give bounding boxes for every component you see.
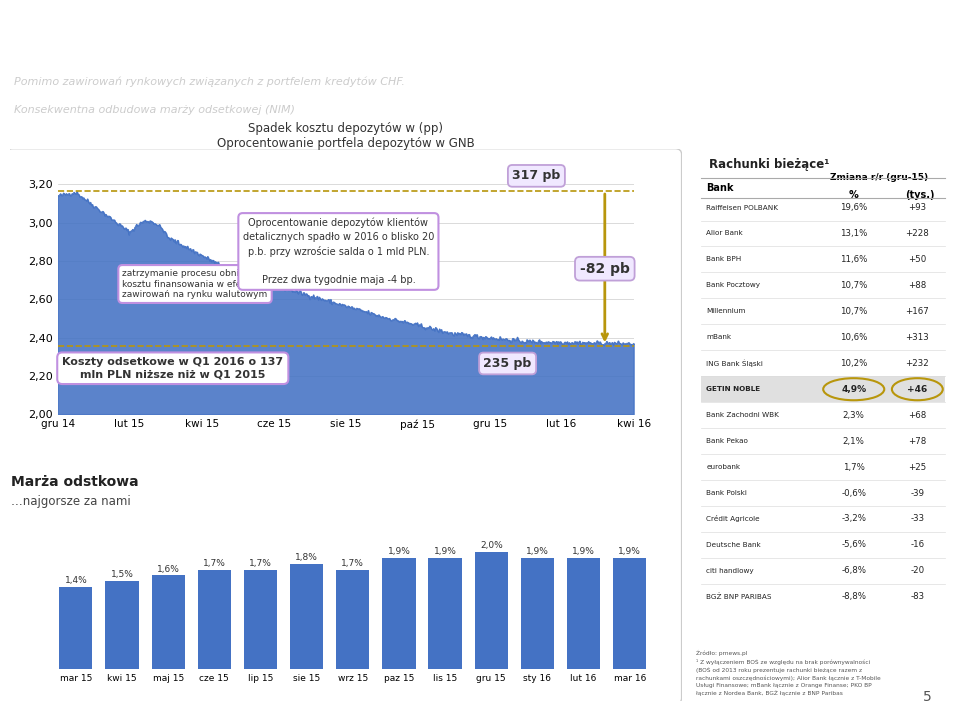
Text: 13,1%: 13,1% [840,229,868,238]
Bar [198,569,231,669]
Text: 1,7%: 1,7% [249,559,272,568]
Bar [428,558,462,669]
Bar [382,558,416,669]
Text: Zmiana r/r (gru-15): Zmiana r/r (gru-15) [830,173,928,181]
Bar [244,569,277,669]
Text: 1,6%: 1,6% [156,564,180,573]
Text: mBank: mBank [707,334,732,341]
Text: +46: +46 [907,384,927,394]
Text: 19,6%: 19,6% [840,203,867,212]
Text: GETIN NOBLE BANK: GETIN NOBLE BANK [14,13,121,23]
Text: +313: +313 [905,333,929,342]
Text: citi handlowy: citi handlowy [707,568,754,574]
Text: -83: -83 [910,593,924,601]
Bar [567,558,600,669]
Text: Rachunki bieżące¹: Rachunki bieżące¹ [708,158,829,171]
Text: 235 pb: 235 pb [484,357,532,370]
Text: 10,7%: 10,7% [840,307,868,316]
Text: 2,0%: 2,0% [480,541,503,550]
Text: -8,8%: -8,8% [841,593,866,601]
Text: 1,7%: 1,7% [342,559,364,568]
Text: Pomimo zawirowań rynkowych związanych z portfelem kredytów CHF.: Pomimo zawirowań rynkowych związanych z … [14,76,405,87]
Bar [290,564,324,669]
Text: 1,7%: 1,7% [843,462,865,472]
Text: +228: +228 [905,229,929,238]
Text: Marża odstkowa: Marża odstkowa [11,475,138,489]
Text: 2,3%: 2,3% [843,411,865,420]
Bar [336,569,370,669]
Text: Bank BPH: Bank BPH [707,256,741,263]
Text: +78: +78 [908,437,926,445]
FancyBboxPatch shape [6,149,682,704]
Text: Millennium: Millennium [707,309,746,314]
Text: +232: +232 [905,359,929,367]
Text: Bank Polski: Bank Polski [707,490,747,496]
Text: Crédit Agricole: Crédit Agricole [707,515,759,523]
Text: -5,6%: -5,6% [841,540,866,549]
Text: (tys.): (tys.) [905,190,935,200]
Text: 2,1%: 2,1% [843,437,865,445]
Text: 317 pb: 317 pb [513,169,561,183]
Text: Bank Pekao: Bank Pekao [707,438,748,444]
Text: 11,6%: 11,6% [840,255,868,264]
Text: GETIN NOBLE: GETIN NOBLE [707,387,760,392]
Title: Spadek kosztu depozytów w (pp)
Oprocentowanie portfela depozytów w GNB: Spadek kosztu depozytów w (pp) Oprocento… [217,122,474,150]
Text: %: % [849,190,858,200]
Text: 10,2%: 10,2% [840,359,868,367]
Text: ING Bank Śląski: ING Bank Śląski [707,360,763,367]
Text: BGŻ BNP PARIBAS: BGŻ BNP PARIBAS [707,593,772,600]
Text: Bank Pocztowy: Bank Pocztowy [707,282,760,288]
Text: Raiffeisen POLBANK: Raiffeisen POLBANK [707,205,779,210]
Text: 1,4%: 1,4% [64,576,87,586]
Text: Źródło: prnews.pl
¹ Z wyłączeniem BOŚ ze względu na brak porównywalności
(BOŚ od: Źródło: prnews.pl ¹ Z wyłączeniem BOŚ ze… [696,650,880,696]
Text: Konsekwentna odbudowa marży odsetkowej (NIM): Konsekwentna odbudowa marży odsetkowej (… [14,105,296,115]
Bar [106,581,138,669]
Text: +68: +68 [908,411,926,420]
Bar [521,558,554,669]
Text: eurobank: eurobank [707,464,740,470]
Text: 4,9%: 4,9% [841,384,866,394]
Text: 1,9%: 1,9% [618,547,641,556]
Text: 1,5%: 1,5% [110,571,133,579]
Text: …najgorsze za nami: …najgorsze za nami [11,495,131,508]
Bar [474,552,508,669]
Text: Alior Bank: Alior Bank [707,231,743,236]
Text: -3,2%: -3,2% [841,515,866,523]
Text: 1,9%: 1,9% [526,547,549,556]
Text: 10,7%: 10,7% [840,281,868,290]
Text: Konsekwentna obniżanie kosztu finansowania: Konsekwentna obniżanie kosztu finansowan… [14,35,519,55]
Text: 10,6%: 10,6% [840,333,868,342]
Text: Oprocentowanie depozytów klientów
detalicznych spadło w 2016 o blisko 20
p.b. pr: Oprocentowanie depozytów klientów detali… [243,217,434,285]
Text: zatrzymanie procesu obniżania
kosztu finansowania w efekcie
zawirowań na rynku w: zatrzymanie procesu obniżania kosztu fin… [122,269,268,299]
Text: 1,8%: 1,8% [296,553,318,562]
Bar [701,376,946,402]
Text: 5: 5 [923,690,931,704]
Text: Deutsche Bank: Deutsche Bank [707,542,761,548]
Text: +25: +25 [908,462,926,472]
Text: Koszty odsetkowe w Q1 2016 o 137
mln PLN niższe niż w Q1 2015: Koszty odsetkowe w Q1 2016 o 137 mln PLN… [62,358,283,379]
Text: -0,6%: -0,6% [841,489,866,498]
Text: -82 pb: -82 pb [580,262,630,275]
Text: Bank Zachodni WBK: Bank Zachodni WBK [707,412,780,418]
Text: +88: +88 [908,281,926,290]
Text: +93: +93 [908,203,926,212]
Bar [152,576,185,669]
Text: -6,8%: -6,8% [841,566,866,576]
Text: 1,7%: 1,7% [203,559,226,568]
Text: +167: +167 [905,307,929,316]
Text: 1,9%: 1,9% [434,547,457,556]
Bar [613,558,646,669]
FancyBboxPatch shape [693,140,953,649]
Text: +50: +50 [908,255,926,264]
Text: Bank: Bank [707,183,733,193]
Text: -20: -20 [910,566,924,576]
Bar [60,587,92,669]
Text: 1,9%: 1,9% [572,547,595,556]
Text: -16: -16 [910,540,924,549]
Text: 1,9%: 1,9% [388,547,410,556]
Text: -33: -33 [910,515,924,523]
Text: -39: -39 [910,489,924,498]
